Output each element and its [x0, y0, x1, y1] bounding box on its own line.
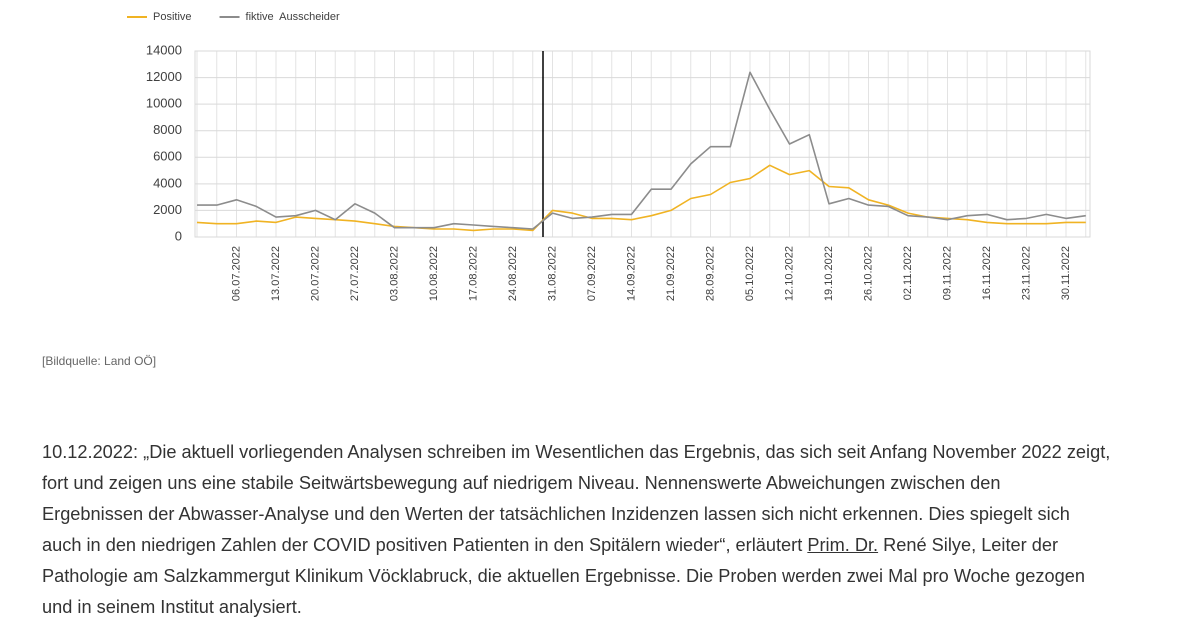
x-tick-label: 14.09.2022 [625, 246, 637, 301]
legend-label: Positive [153, 11, 192, 23]
x-tick-label: 07.09.2022 [586, 246, 598, 301]
x-tick-label: 10.08.2022 [428, 246, 440, 301]
paragraph-line: auch in den niedrigen Zahlen der COVID p… [42, 530, 1192, 561]
y-tick-label: 2000 [153, 202, 182, 217]
y-tick-label: 12000 [146, 69, 182, 84]
text: auch in den niedrigen Zahlen der COVID p… [42, 535, 808, 555]
x-tick-label: 28.09.2022 [704, 246, 716, 301]
y-tick-label: 10000 [146, 96, 182, 111]
link[interactable]: Prim. Dr. [807, 535, 879, 555]
article-paragraph: 10.12.2022: „Die aktuell vorliegenden An… [42, 437, 1192, 623]
x-tick-label: 27.07.2022 [349, 246, 361, 301]
x-tick-label: 31.08.2022 [546, 246, 558, 301]
x-tick-label: 24.08.2022 [507, 246, 519, 301]
series-line [196, 164, 1086, 232]
x-tick-label: 17.08.2022 [467, 246, 479, 301]
x-tick-label: 20.07.2022 [309, 246, 321, 301]
x-tick-label: 02.11.2022 [902, 246, 914, 300]
paragraph-line: Pathologie am Salzkammergut Klinikum Vöc… [42, 566, 1085, 586]
y-tick-label: 6000 [153, 149, 182, 164]
x-tick-label: 06.07.2022 [230, 246, 242, 301]
x-tick-label: 12.10.2022 [783, 246, 795, 301]
x-tick-label: 13.07.2022 [270, 246, 282, 301]
x-tick-label: 09.11.2022 [941, 246, 953, 300]
paragraph-line: und in seinem Institut analysiert. [42, 597, 302, 617]
y-tick-label: 4000 [153, 175, 182, 190]
y-tick-label: 0 [175, 228, 182, 243]
x-tick-label: 19.10.2022 [823, 246, 835, 301]
series-line [197, 71, 1086, 230]
x-tick-label: 05.10.2022 [744, 246, 756, 301]
chart: 0 2000 4000 6000 8000 10000 12000 14000 06.07.20… [127, 11, 1091, 301]
x-tick-label: 21.09.2022 [665, 246, 677, 301]
x-tick-label: 23.11.2022 [1020, 246, 1032, 300]
plot-area [194, 50, 1091, 238]
image-caption: [Bildquelle: Land OÖ] [42, 354, 157, 368]
x-tick-label: 26.10.2022 [862, 246, 874, 301]
paragraph-line: Ergebnissen der Abwasser-Analyse und den… [42, 504, 1070, 524]
paragraph-line: fort und zeigen uns eine stabile Seitwär… [42, 473, 1001, 493]
x-tick-label: 03.08.2022 [388, 246, 400, 301]
paragraph-line: 10.12.2022: „Die aktuell vorliegenden An… [42, 442, 1111, 462]
y-tick-label: 8000 [153, 122, 182, 137]
legend-label: fiktive Ausscheider [246, 11, 340, 23]
text: René Silye, Leiter der [878, 535, 1059, 555]
x-tick-label: 16.11.2022 [981, 246, 993, 300]
y-tick-label: 14000 [146, 42, 182, 57]
x-tick-label: 30.11.2022 [1060, 246, 1072, 300]
